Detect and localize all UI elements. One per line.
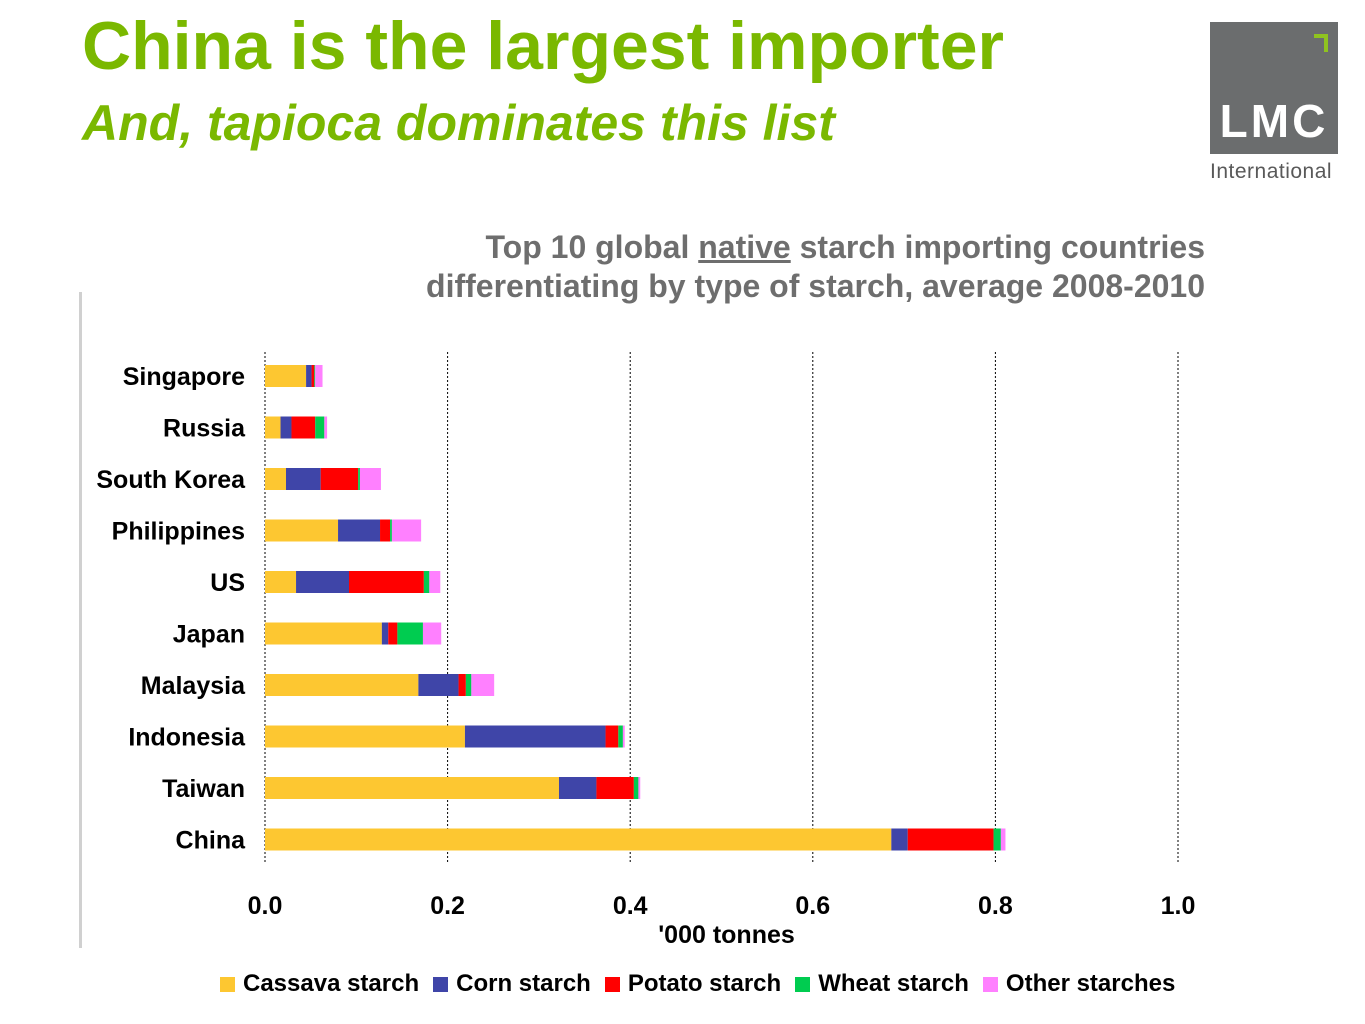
chart-title: Top 10 global native starch importing co… bbox=[426, 228, 1205, 306]
page-title: China is the largest importer bbox=[82, 8, 1004, 84]
bar-2-1 bbox=[285, 468, 321, 490]
bar-5-3 bbox=[397, 622, 423, 645]
bar-3-2 bbox=[380, 519, 391, 542]
x-axis-label: '000 tonnes bbox=[658, 921, 795, 949]
bar-3-3 bbox=[390, 519, 392, 542]
bar-7-3 bbox=[618, 725, 623, 748]
bar-2-4 bbox=[359, 468, 381, 490]
chart-legend: Cassava starch Corn starch Potato starch Wh… bbox=[220, 970, 1189, 998]
legend-swatch-3 bbox=[795, 976, 811, 992]
x-tick-label-5: 1.0 bbox=[1161, 892, 1196, 920]
bar-7-4 bbox=[622, 725, 625, 748]
bar-8-0 bbox=[265, 777, 559, 799]
bar-2-0 bbox=[265, 468, 286, 490]
side-divider bbox=[79, 292, 82, 948]
bar-8-1 bbox=[558, 777, 597, 799]
legend-swatch-1 bbox=[433, 976, 449, 992]
legend-swatch-4 bbox=[982, 976, 998, 992]
bar-2-2 bbox=[320, 468, 359, 490]
legend-label-4: Other starches bbox=[1005, 970, 1176, 997]
bar-1-2 bbox=[291, 416, 316, 439]
bar-4-3 bbox=[423, 571, 430, 593]
bar-3-4 bbox=[391, 519, 422, 542]
bar-1-3 bbox=[315, 416, 325, 439]
bar-4-4 bbox=[429, 571, 441, 593]
bar-8-4 bbox=[638, 777, 641, 799]
logo-caption: International bbox=[1210, 160, 1333, 183]
lmc-logo: LMC bbox=[1210, 22, 1338, 154]
chart-title-prefix: Top 10 global bbox=[485, 229, 699, 265]
bar-9-3 bbox=[993, 828, 1001, 851]
bar-3-0 bbox=[265, 519, 339, 542]
category-label-3: Philippines bbox=[112, 518, 245, 546]
bar-0-2 bbox=[311, 365, 315, 387]
legend-item-2: Potato starch bbox=[604, 970, 782, 998]
bar-8-2 bbox=[596, 777, 634, 799]
bar-0-4 bbox=[315, 365, 323, 387]
page-subtitle: And, tapioca dominates this list bbox=[82, 95, 835, 151]
logo-text: LMC bbox=[1219, 95, 1329, 147]
legend-item-3: Wheat starch bbox=[795, 970, 969, 998]
bar-2-3 bbox=[358, 468, 360, 490]
category-label-5: Japan bbox=[173, 621, 245, 649]
bar-6-2 bbox=[458, 674, 466, 696]
chart-title-line-1: Top 10 global native starch importing co… bbox=[426, 228, 1205, 267]
bar-5-0 bbox=[265, 622, 382, 645]
category-label-1: Russia bbox=[163, 415, 246, 443]
legend-item-1: Corn starch bbox=[433, 970, 591, 998]
x-tick-label-4: 0.8 bbox=[978, 892, 1013, 920]
legend-label-0: Cassava starch bbox=[243, 970, 420, 997]
legend-item-0: Cassava starch bbox=[220, 970, 419, 998]
bar-0-1 bbox=[306, 365, 312, 387]
bar-9-1 bbox=[891, 828, 908, 851]
bar-9-0 bbox=[265, 828, 892, 851]
bar-4-2 bbox=[348, 571, 424, 593]
bar-5-4 bbox=[422, 622, 442, 645]
bar-3-1 bbox=[338, 519, 381, 542]
bar-6-3 bbox=[465, 674, 472, 696]
category-label-9: China bbox=[176, 827, 247, 855]
logo-corner-mark bbox=[1314, 34, 1328, 52]
bar-1-0 bbox=[265, 416, 281, 439]
legend-label-1: Corn starch bbox=[456, 970, 591, 997]
category-label-2: South Korea bbox=[96, 466, 246, 494]
chart-title-line-2: differentiating by type of starch, avera… bbox=[426, 268, 1205, 305]
bar-0-0 bbox=[265, 365, 307, 387]
chart-title-suffix: starch importing countries bbox=[790, 229, 1205, 265]
bar-7-2 bbox=[605, 725, 619, 748]
x-tick-label-2: 0.4 bbox=[613, 892, 648, 920]
bar-4-1 bbox=[296, 571, 349, 593]
legend-item-4: Other starches bbox=[982, 970, 1176, 998]
bar-5-2 bbox=[388, 622, 398, 645]
bar-9-2 bbox=[907, 828, 994, 851]
chart-title-underlined-word: native bbox=[698, 229, 791, 265]
legend-label-3: Wheat starch bbox=[818, 970, 969, 997]
category-label-6: Malaysia bbox=[141, 672, 246, 700]
bar-4-0 bbox=[265, 571, 297, 593]
legend-swatch-0 bbox=[220, 976, 235, 992]
legend-swatch-2 bbox=[604, 976, 620, 992]
category-label-4: US bbox=[210, 569, 245, 597]
category-label-8: Taiwan bbox=[162, 775, 245, 803]
bar-6-4 bbox=[471, 674, 495, 696]
category-label-7: Indonesia bbox=[128, 724, 246, 752]
category-label-0: Singapore bbox=[123, 363, 245, 391]
legend-label-2: Potato starch bbox=[627, 970, 782, 997]
x-tick-label-1: 0.2 bbox=[430, 892, 465, 920]
bar-7-0 bbox=[265, 725, 465, 748]
x-tick-label-3: 0.6 bbox=[795, 892, 830, 920]
bar-9-4 bbox=[1000, 828, 1006, 851]
bar-7-1 bbox=[464, 725, 606, 748]
bar-6-0 bbox=[265, 674, 419, 696]
bar-8-3 bbox=[633, 777, 639, 799]
bar-6-1 bbox=[418, 674, 459, 696]
x-tick-label-0: 0.0 bbox=[248, 892, 283, 920]
bar-5-1 bbox=[381, 622, 389, 645]
bar-1-1 bbox=[280, 416, 292, 439]
bar-1-4 bbox=[324, 416, 328, 439]
bar-0-3 bbox=[314, 365, 316, 387]
